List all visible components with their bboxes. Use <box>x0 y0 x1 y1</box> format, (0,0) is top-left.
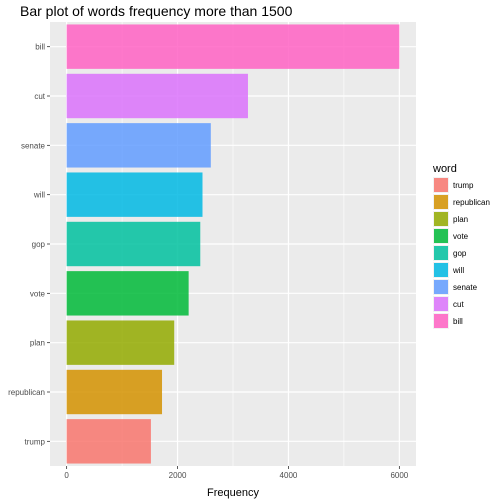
legend-label: senate <box>453 283 478 292</box>
bar-bill <box>66 24 400 69</box>
bar-vote <box>66 271 189 316</box>
legend-label: trump <box>453 181 474 190</box>
y-tick-label: vote <box>30 289 46 298</box>
legend-label: bill <box>453 317 463 326</box>
legend: word trump republican plan vote gop will senat… <box>432 163 490 329</box>
bar-senate <box>66 123 211 168</box>
y-axis-ticks: trump republican plan vote gop will senate cut b… <box>8 43 50 446</box>
x-tick-label: 6000 <box>390 471 408 480</box>
legend-swatch-plan <box>434 212 448 226</box>
legend-label: gop <box>453 249 467 258</box>
legend-title: word <box>432 163 457 175</box>
bar-trump <box>66 419 151 464</box>
legend-swatch-senate <box>434 280 448 294</box>
y-tick-label: senate <box>21 141 46 150</box>
y-tick-label: cut <box>34 92 45 101</box>
y-tick-label: will <box>33 191 45 200</box>
legend-label: will <box>452 266 464 275</box>
y-tick-label: gop <box>32 240 46 249</box>
y-tick-label: republican <box>8 388 45 397</box>
y-tick-label: bill <box>35 43 45 52</box>
legend-label: cut <box>453 300 464 309</box>
legend-swatch-bill <box>434 314 448 328</box>
legend-swatch-gop <box>434 246 448 260</box>
legend-swatch-will <box>434 263 448 277</box>
bar-gop <box>66 221 201 267</box>
legend-label: republican <box>453 198 490 207</box>
legend-label: plan <box>453 215 468 224</box>
legend-swatch-republican <box>434 195 448 209</box>
x-axis-title: Frequency <box>207 487 259 499</box>
y-tick-label: plan <box>30 339 45 348</box>
bar-will <box>66 172 203 217</box>
x-tick-label: 4000 <box>280 471 298 480</box>
legend-swatch-trump <box>434 178 448 192</box>
x-tick-label: 2000 <box>169 471 187 480</box>
legend-label: vote <box>453 232 469 241</box>
x-axis-ticks: 0 2000 4000 6000 <box>64 466 409 480</box>
legend-swatch-cut <box>434 297 448 311</box>
y-tick-label: trump <box>25 437 46 446</box>
legend-swatch-vote <box>434 229 448 243</box>
bar-cut <box>66 73 248 119</box>
bar-republican <box>66 369 163 415</box>
chart-title: Bar plot of words frequency more than 15… <box>20 3 293 19</box>
bar-plan <box>66 320 175 365</box>
bars <box>66 24 400 464</box>
x-tick-label: 0 <box>64 471 69 480</box>
